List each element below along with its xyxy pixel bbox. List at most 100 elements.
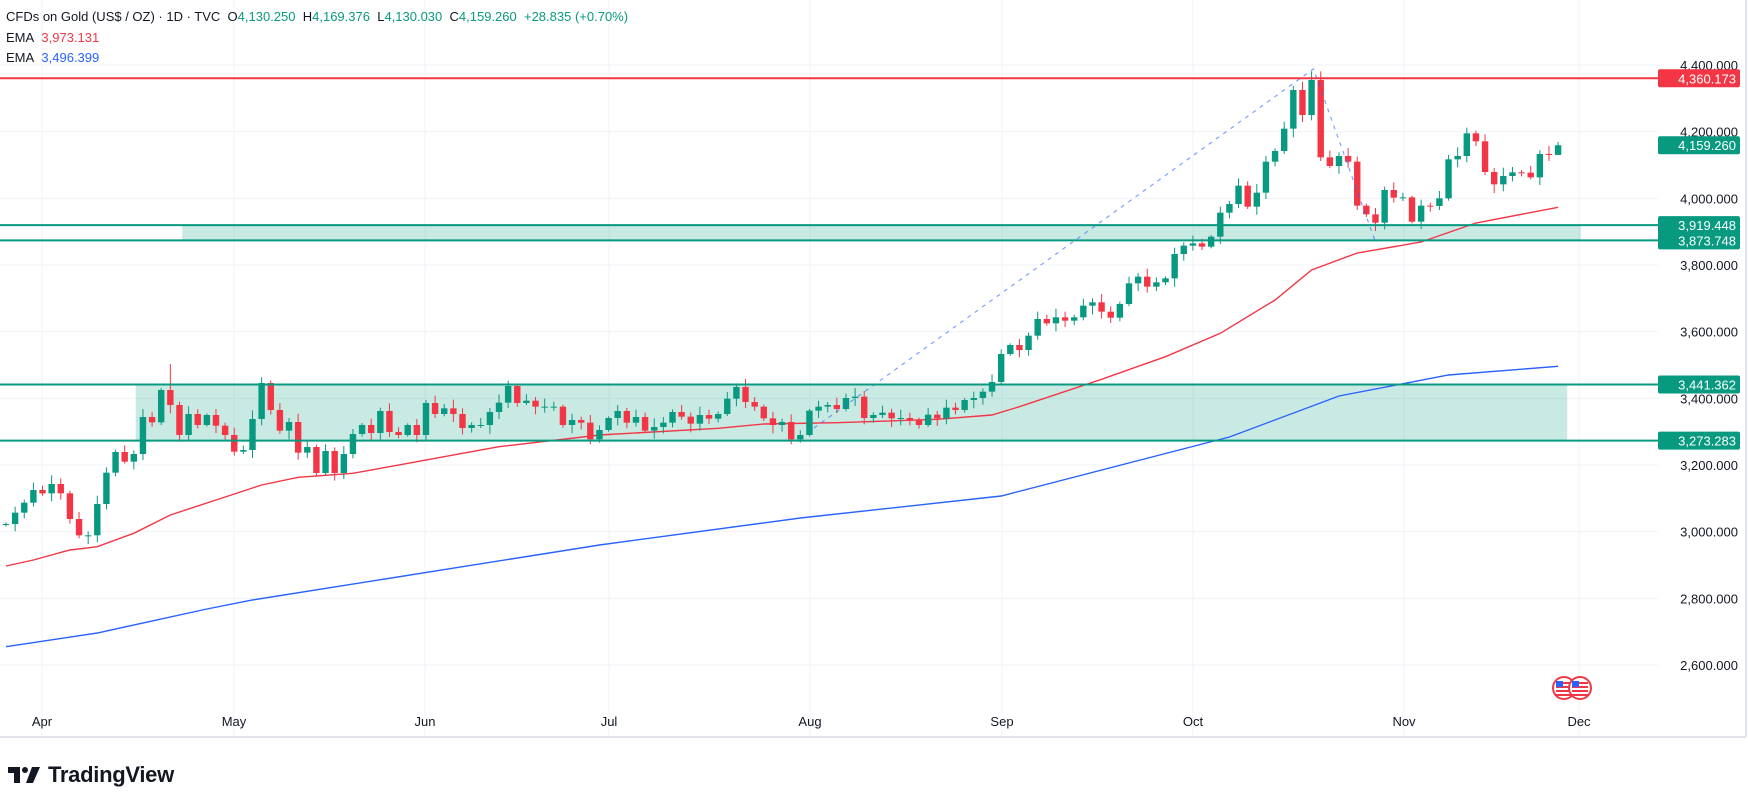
candle — [468, 422, 475, 433]
event-icons[interactable] — [1552, 676, 1592, 700]
candle — [632, 409, 640, 427]
candle-body — [313, 447, 320, 473]
candle — [824, 402, 831, 413]
ema-label: EMA — [6, 50, 35, 65]
candle — [1372, 208, 1379, 231]
candle-body — [112, 452, 119, 473]
candle — [441, 404, 448, 417]
flag-stripe — [1572, 682, 1588, 684]
candle — [11, 506, 19, 532]
candle — [1007, 343, 1014, 356]
candle — [486, 408, 494, 434]
candle — [349, 429, 357, 459]
candle-body — [450, 408, 457, 414]
candle-body — [742, 387, 749, 402]
candle-body — [158, 390, 165, 423]
ema-value: 3,973.131 — [41, 30, 100, 45]
candle-body — [952, 407, 959, 410]
candle-body — [1107, 311, 1114, 318]
candle-body — [322, 451, 329, 473]
candle-body — [495, 402, 503, 412]
candle — [724, 392, 731, 416]
candle-body — [1180, 245, 1187, 254]
candle — [934, 411, 941, 426]
candle — [550, 401, 557, 411]
time-axis[interactable]: Apr May Jun Jul Aug Sep Oct Nov Dec — [32, 714, 1591, 729]
candle-body — [1408, 197, 1416, 222]
y-tick-label: 2,600.000 — [1680, 658, 1738, 673]
candle — [1344, 148, 1352, 168]
candle — [1226, 201, 1233, 219]
candle — [924, 408, 932, 427]
candle-body — [787, 422, 795, 440]
candle-body — [915, 420, 923, 425]
candle — [294, 413, 302, 460]
symbol-legend[interactable]: CFDs on Gold (US$ / OZ) · 1D · TVC O4,13… — [6, 9, 628, 25]
candle — [651, 418, 658, 439]
candle — [1509, 167, 1516, 182]
candle-body — [614, 411, 621, 418]
candle — [212, 409, 220, 433]
candle-body — [1281, 128, 1288, 151]
close-value: 4,159.260 — [458, 9, 517, 24]
candle — [587, 415, 594, 445]
candle — [1536, 150, 1544, 185]
candle-body — [1262, 161, 1270, 193]
trend-line-dashed[interactable] — [813, 68, 1377, 429]
candle-body — [504, 386, 512, 403]
candle-body — [304, 447, 311, 453]
candle-body — [48, 484, 55, 494]
candle — [377, 407, 384, 440]
us-flag-icon[interactable] — [1568, 676, 1592, 700]
candle — [1262, 156, 1270, 199]
candle — [842, 393, 850, 412]
candle — [815, 400, 822, 418]
candle-body — [861, 396, 868, 418]
candle — [148, 412, 156, 427]
trend-path[interactable] — [813, 68, 1377, 429]
candle-body — [523, 400, 530, 403]
candle-body — [833, 405, 841, 409]
open-label: O — [227, 9, 238, 24]
price-axis[interactable]: 4,400.000 4,200.000 4,000.000 3,800.000 3,60… — [1680, 58, 1738, 673]
candle — [696, 406, 704, 431]
ema-legend-1[interactable]: EMA 3,973.131 — [6, 30, 99, 46]
ema-lines — [5, 206, 1559, 648]
y-tick-label: 2,800.000 — [1680, 591, 1738, 606]
candle-body — [1463, 133, 1470, 156]
candle — [331, 447, 338, 481]
candle-body — [66, 493, 74, 519]
candle — [514, 383, 521, 407]
support-zone-rect[interactable] — [182, 225, 1581, 241]
candle — [249, 410, 256, 458]
level-price-badge: 3,919.448 — [1678, 218, 1736, 233]
candle-body — [377, 411, 384, 433]
candle-body — [851, 396, 859, 398]
candle — [1326, 150, 1334, 168]
candle-body — [924, 414, 932, 425]
zones — [135, 225, 1581, 441]
y-tick-label: 3,400.000 — [1680, 391, 1738, 406]
candle-body — [532, 400, 539, 407]
candle — [870, 412, 877, 423]
candle-body — [1527, 172, 1534, 178]
candle-body — [203, 415, 211, 425]
candle-body — [349, 434, 357, 454]
candle-body — [358, 425, 366, 434]
candle-body — [943, 407, 950, 419]
tradingview-logo[interactable]: TradingView — [8, 762, 174, 788]
candle — [1299, 81, 1306, 122]
candle-body — [94, 504, 101, 536]
candle-body — [486, 412, 494, 425]
candle — [368, 418, 375, 442]
candle-body — [57, 484, 64, 494]
ema-legend-2[interactable]: EMA 3,496.399 — [6, 50, 99, 66]
candle-body — [1308, 80, 1315, 115]
candle — [1025, 332, 1032, 356]
horizontal-levels[interactable] — [0, 77, 1658, 442]
last-price-badge: 4,159.260 — [1678, 138, 1736, 153]
candle-body — [550, 406, 557, 408]
candle — [495, 394, 503, 419]
level-price-badge-bg — [1658, 69, 1740, 88]
